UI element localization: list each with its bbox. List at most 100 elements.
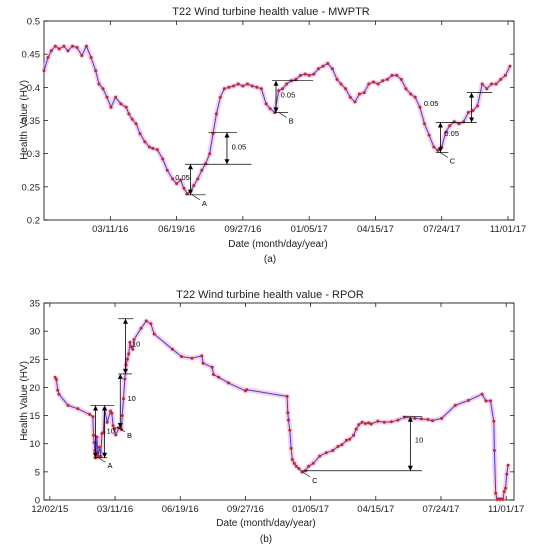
arrow-head [407, 465, 413, 471]
chart-panel-a: T22 Wind turbine health value - MWPTR 0.… [19, 6, 526, 265]
data-point [212, 373, 215, 376]
span-label: 0.05 [444, 129, 459, 138]
arrow-head [92, 452, 98, 458]
data-point [419, 417, 423, 421]
x-tick-label: 04/15/17 [357, 224, 394, 235]
data-point [88, 412, 92, 416]
data-point [97, 82, 101, 86]
y-tick-label: 0.45 [22, 50, 41, 61]
data-point [339, 82, 343, 86]
data-point [423, 122, 426, 126]
data-point [105, 420, 109, 424]
data-point [250, 84, 254, 88]
data-point [431, 419, 434, 423]
data-point [112, 427, 116, 431]
data-point [312, 72, 316, 76]
arrow-head [92, 405, 98, 411]
data-point [503, 73, 507, 77]
data-point [480, 82, 484, 86]
data-point [211, 132, 215, 136]
y-tick-label: 0.25 [22, 182, 41, 193]
data-point [94, 69, 98, 73]
data-point [508, 64, 512, 68]
arrow-head [437, 147, 443, 153]
data-point [222, 87, 226, 91]
annotation-label-b: B [127, 431, 132, 440]
arrow-head [117, 422, 123, 428]
data-point [268, 107, 272, 111]
data-point [294, 464, 298, 468]
data-point [499, 77, 503, 81]
data-point [369, 422, 373, 426]
data-point [403, 415, 406, 419]
data-point [427, 133, 431, 137]
data-point [448, 124, 452, 128]
chart-a-x-axis: 03/11/16 06/19/16 09/27/16 01/05/17 04/15/17… [92, 21, 526, 235]
data-point [109, 105, 113, 109]
data-point [307, 73, 311, 77]
arrow-head [117, 373, 123, 379]
data-point [127, 352, 131, 356]
arrow-head [469, 117, 475, 123]
x-tick-label: 07/24/17 [423, 224, 460, 235]
data-point [66, 403, 70, 407]
data-point [138, 132, 142, 136]
chart-b-plot-area [43, 302, 515, 501]
data-point [330, 67, 334, 71]
data-point [232, 84, 236, 88]
span-label: 0.05 [232, 143, 247, 152]
data-point [372, 80, 375, 84]
data-point [105, 95, 109, 99]
data-point [161, 157, 165, 161]
data-point [92, 433, 95, 437]
data-point [345, 438, 348, 442]
data-point [285, 394, 289, 398]
data-point [42, 69, 46, 73]
data-point [286, 411, 290, 415]
data-point [71, 44, 74, 48]
data-point [476, 104, 479, 108]
span-label: 10 [415, 436, 423, 445]
data-point [101, 87, 105, 91]
data-point [389, 420, 393, 424]
data-point [502, 490, 506, 494]
data-point [462, 120, 466, 124]
data-point [110, 411, 114, 415]
arrow-head [437, 122, 443, 128]
data-point [57, 392, 61, 396]
data-point [436, 148, 440, 152]
data-point [139, 326, 143, 330]
data-point [335, 77, 339, 81]
data-point [326, 62, 330, 65]
arrow-head [273, 107, 279, 113]
x-tick-label: 12/02/15 [31, 504, 68, 515]
chart-b-annotations: A B C 10 10 10 10 [90, 318, 423, 485]
arrow-head [224, 159, 230, 165]
data-point [418, 105, 422, 109]
annotation-label-a: A [107, 461, 112, 470]
data-point [66, 49, 70, 53]
chart-a-plot-area [43, 20, 515, 221]
span-label: 10 [127, 394, 135, 403]
annotation-pointer [439, 152, 448, 158]
y-tick-label: 0.5 [27, 17, 40, 28]
data-point [466, 111, 470, 114]
data-point [89, 56, 93, 59]
chart-a-x-label: Date (month/day/year) [228, 239, 328, 250]
data-point [128, 340, 132, 344]
data-point [444, 130, 448, 134]
x-tick-label: 11/01/17 [488, 504, 524, 515]
data-point [307, 464, 311, 468]
data-point [492, 449, 496, 452]
data-point [363, 422, 367, 425]
data-point [396, 418, 400, 422]
data-point [96, 454, 100, 458]
data-point [340, 443, 344, 447]
span-label: 0.05 [281, 90, 296, 99]
data-point [452, 120, 456, 124]
data-point [124, 363, 128, 367]
data-point [297, 467, 301, 470]
data-point [287, 418, 290, 422]
data-point [358, 92, 361, 96]
